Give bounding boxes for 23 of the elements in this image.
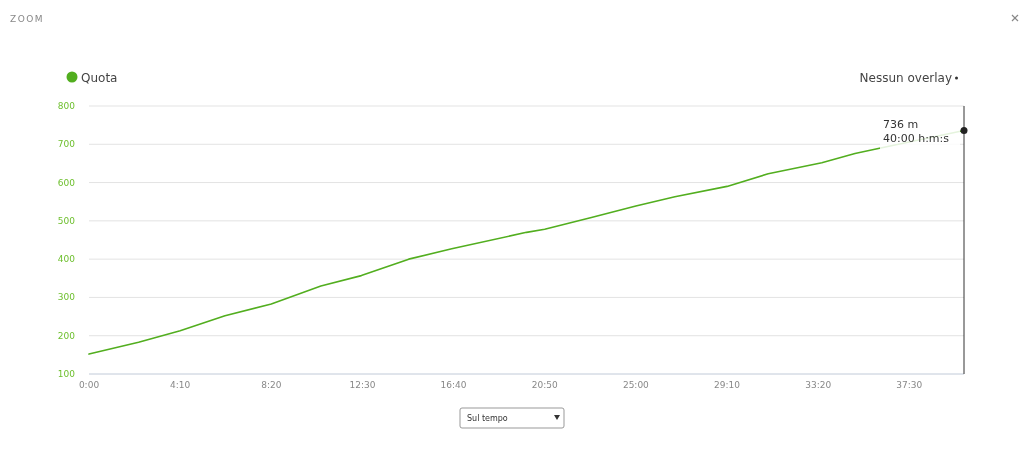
x-tick-label: 0:00 bbox=[78, 380, 100, 390]
y-tick-label: 700 bbox=[57, 139, 76, 150]
y-tick-label: 800 bbox=[57, 101, 76, 111]
y-tick-label: 600 bbox=[57, 177, 76, 188]
text: Sul tempo bbox=[467, 414, 508, 423]
y-tick-label: 100 bbox=[57, 369, 76, 379]
x-tick-label: 12:30 bbox=[349, 380, 376, 390]
chart-title: ZOOM bbox=[10, 14, 45, 24]
x-tick-label: 20:50 bbox=[531, 380, 558, 390]
x-tick-label: 16:40 bbox=[440, 380, 467, 390]
x-tick-label: 25:00 bbox=[622, 380, 650, 390]
x-tick-label: 4:10 bbox=[170, 380, 191, 390]
y-tick-label: 300 bbox=[57, 292, 76, 303]
x-tick-label: 29:10 bbox=[714, 380, 741, 390]
x-tick-label: 33:20 bbox=[805, 380, 832, 390]
annotation: 736 m 40:00 h:m:s bbox=[883, 118, 950, 145]
x-tick-label: 37:30 bbox=[896, 380, 923, 390]
text: Nessun overlay bbox=[859, 70, 952, 85]
y-tick-label: 500 bbox=[57, 215, 76, 226]
y-tick-label: 200 bbox=[57, 330, 76, 341]
y-tick-label: 400 bbox=[57, 254, 76, 265]
legend-label: Quota bbox=[81, 70, 118, 85]
x-tick-label: 8:20 bbox=[261, 380, 282, 390]
